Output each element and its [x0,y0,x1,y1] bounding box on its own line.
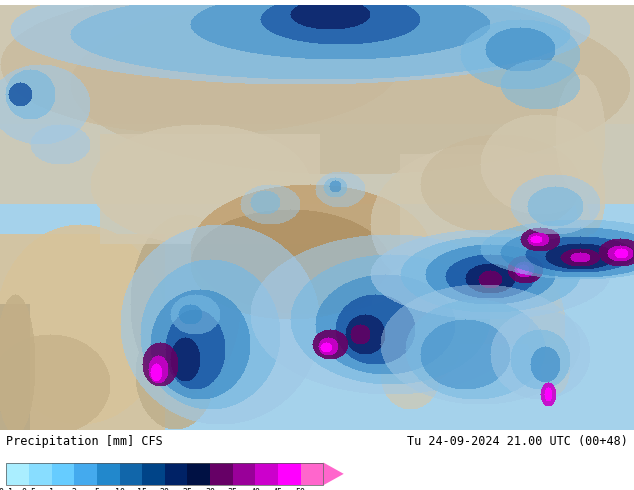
Bar [165,463,188,485]
Text: 0.5: 0.5 [22,488,37,490]
Bar [256,463,278,485]
Bar [29,463,51,485]
Bar [188,463,210,485]
Bar [233,463,256,485]
Text: 2: 2 [72,488,77,490]
Text: 50: 50 [295,488,306,490]
Bar [278,463,301,485]
Bar [120,463,142,485]
Text: 40: 40 [250,488,261,490]
Text: 45: 45 [273,488,283,490]
Text: Tu 24-09-2024 21.00 UTC (00+48): Tu 24-09-2024 21.00 UTC (00+48) [407,435,628,448]
Text: 35: 35 [228,488,238,490]
Text: 1: 1 [49,488,54,490]
Bar [51,463,74,485]
Text: 15: 15 [137,488,147,490]
Bar [6,463,29,485]
Bar [301,463,323,485]
Bar [210,463,233,485]
Text: 5: 5 [94,488,100,490]
Bar [142,463,165,485]
Text: 0.1: 0.1 [0,488,14,490]
Text: 20: 20 [160,488,170,490]
FancyArrow shape [323,463,344,485]
Text: Precipitation [mm] CFS: Precipitation [mm] CFS [6,435,163,448]
Bar [6,463,323,485]
Bar [97,463,120,485]
Bar [74,463,97,485]
Text: 25: 25 [183,488,193,490]
Text: 30: 30 [205,488,215,490]
Text: 10: 10 [115,488,124,490]
